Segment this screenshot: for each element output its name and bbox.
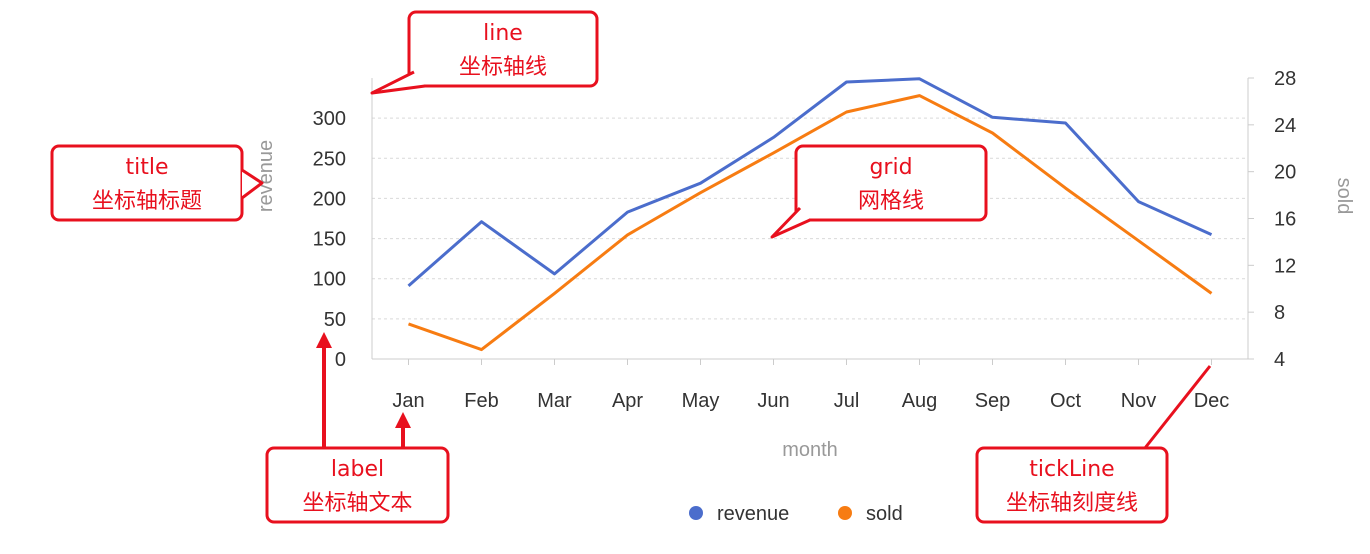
callouts: line 坐标轴线 title 坐标轴标题 grid 网格线 label 坐标轴文本 tickL… [50, 10, 1212, 524]
y-left-tick-label: 200 [313, 188, 346, 210]
callout-box-tickline [975, 446, 1169, 524]
y-left-tick-label: 100 [313, 269, 346, 291]
x-tick-label: Jan [392, 390, 424, 412]
callout-title-grid: grid [869, 155, 912, 180]
pointer-tickline [1143, 365, 1212, 449]
y-left-tick-label: 300 [313, 108, 346, 130]
callout-title-tickline: tickLine [1029, 457, 1114, 482]
callout-subtitle-title: 坐标轴标题 [92, 189, 202, 214]
y-right-tick-label: 20 [1274, 162, 1296, 184]
x-tick-label: Mar [537, 390, 572, 412]
callout-title-title: title [125, 155, 168, 180]
y-right-tick-label: 24 [1274, 115, 1296, 137]
callout-box-label [265, 446, 450, 524]
x-tick-label: Nov [1121, 390, 1157, 412]
series-line-revenue [407, 77, 1213, 288]
y-left-tick-label: 0 [335, 349, 346, 371]
y-left-tick-label: 250 [313, 148, 346, 170]
y-right-tick-label: 8 [1274, 302, 1285, 324]
x-tick-label: Oct [1050, 390, 1082, 412]
callout-title-label: label [331, 457, 384, 482]
x-tick-label: Jul [834, 390, 860, 412]
callout-tail-grid [770, 206, 811, 239]
y-right-tick-label: 28 [1274, 68, 1296, 90]
callout-subtitle-grid: 网格线 [858, 189, 924, 214]
y-left-tick-label: 50 [324, 309, 346, 331]
y-right-axis-title: sold [1333, 178, 1355, 215]
y-right-tick-label: 12 [1274, 255, 1296, 277]
callout-title-line: line [483, 21, 523, 46]
x-tick-label: May [682, 390, 720, 412]
series-line-sold [408, 94, 1213, 352]
y-left-axis-title: revenue [255, 140, 277, 212]
y-right-tick-label: 4 [1274, 349, 1285, 371]
callout-tail-title [241, 168, 264, 200]
x-tick-label: Apr [612, 390, 643, 412]
x-tick-label: Jun [757, 390, 789, 412]
legend-label-sold: sold [866, 503, 903, 525]
series-lines [407, 77, 1213, 352]
x-tick-label: Dec [1194, 390, 1230, 412]
callout-subtitle-line: 坐标轴线 [459, 55, 547, 80]
legend: revenue sold [689, 503, 903, 525]
callout-subtitle-label: 坐标轴文本 [302, 491, 412, 516]
legend-label-revenue: revenue [717, 503, 789, 525]
legend-marker-sold [838, 506, 852, 520]
legend-marker-revenue [689, 506, 703, 520]
callout-box-grid [794, 144, 988, 222]
x-tick-label: Feb [464, 390, 498, 412]
x-axis-title: month [782, 439, 838, 461]
x-tick-label: Aug [902, 390, 938, 412]
x-tick-label: Sep [975, 390, 1011, 412]
axes: 0 50 100 150 200 250 300 4 8 12 16 20 24 28 Jan Feb Mar A… [255, 68, 1355, 461]
callout-subtitle-tickline: 坐标轴刻度线 [1006, 491, 1138, 516]
callout-tail-line [370, 70, 426, 95]
callout-box-line [407, 10, 599, 88]
y-right-tick-label: 16 [1274, 209, 1296, 231]
y-left-tick-label: 150 [313, 229, 346, 251]
